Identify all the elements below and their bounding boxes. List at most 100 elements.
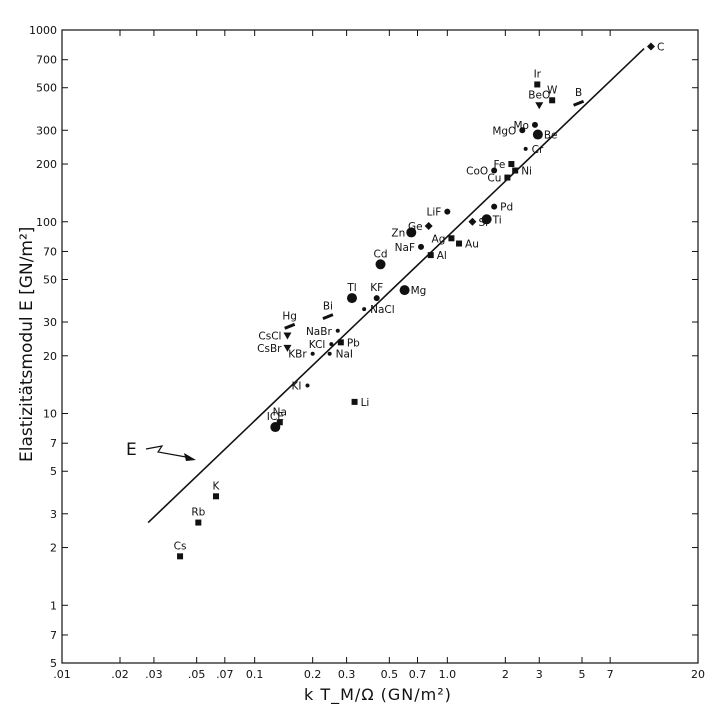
x-tick-label: 0.3 bbox=[338, 668, 356, 681]
y-tick-label: 100 bbox=[36, 216, 57, 229]
axis-ticks bbox=[61, 29, 699, 664]
label-nabr: NaBr bbox=[306, 326, 332, 338]
point-kf bbox=[373, 295, 380, 302]
x-tick-label: .02 bbox=[111, 668, 129, 681]
point-pb bbox=[337, 339, 344, 346]
label-naf: NaF bbox=[395, 242, 415, 254]
point-hg bbox=[284, 322, 296, 330]
point-nacl bbox=[362, 307, 367, 312]
label-pb: Pb bbox=[347, 337, 360, 349]
y-axis-tick-labels: 5 7 1 2 3 5 7 10 20 30 50 70 100 200 300 500 700 1000 bbox=[29, 24, 57, 670]
point-beo bbox=[535, 102, 544, 110]
label-fe: Fe bbox=[493, 159, 505, 171]
point-ag bbox=[448, 235, 455, 242]
point-li bbox=[351, 398, 358, 405]
label-cd: Cd bbox=[374, 248, 388, 260]
y-tick-label: 7 bbox=[50, 629, 57, 642]
label-mo: Mo bbox=[513, 120, 528, 132]
fit-line-E bbox=[147, 48, 645, 524]
x-tick-label: 0.1 bbox=[246, 668, 264, 681]
label-cu: Cu bbox=[487, 173, 501, 185]
point-cs bbox=[177, 553, 184, 560]
point-csbr bbox=[283, 344, 292, 352]
label-pd: Pd bbox=[500, 202, 513, 214]
y-tick-label: 20 bbox=[43, 350, 57, 363]
x-tick-label: 1.0 bbox=[439, 668, 457, 681]
point-k bbox=[213, 493, 220, 500]
point-b bbox=[573, 99, 585, 107]
label-au: Au bbox=[465, 239, 479, 251]
label-b: B bbox=[575, 87, 582, 99]
y-tick-label: 200 bbox=[36, 158, 57, 171]
data-points bbox=[177, 42, 655, 560]
x-tick-label: 0.7 bbox=[409, 668, 427, 681]
label-mg: Mg bbox=[411, 285, 427, 297]
point-ni bbox=[512, 167, 519, 174]
point-rb bbox=[195, 519, 202, 526]
x-tick-label: 0.2 bbox=[304, 668, 322, 681]
y-tick-label: 2 bbox=[50, 542, 57, 555]
point-tl bbox=[346, 293, 357, 304]
point-kbr bbox=[310, 351, 315, 356]
point-cr bbox=[523, 146, 528, 151]
x-tick-label: .01 bbox=[53, 668, 71, 681]
label-be: Be bbox=[544, 130, 558, 142]
point-ir bbox=[534, 81, 541, 88]
label-nacl: NaCl bbox=[370, 304, 395, 316]
label-w: W bbox=[547, 84, 558, 96]
y-tick-label: 70 bbox=[43, 245, 57, 258]
point-ge bbox=[424, 222, 433, 231]
point-cscl bbox=[283, 332, 292, 340]
point-au bbox=[456, 240, 463, 247]
x-tick-label: .07 bbox=[216, 668, 234, 681]
label-ge: Ge bbox=[408, 221, 423, 233]
x-tick-label: 3 bbox=[536, 668, 543, 681]
point-na bbox=[276, 419, 283, 426]
y-tick-label: 50 bbox=[43, 273, 57, 286]
point-w bbox=[549, 97, 556, 104]
y-tick-label: 700 bbox=[36, 54, 57, 67]
y-tick-label: 500 bbox=[36, 82, 57, 95]
point-cd bbox=[375, 259, 386, 270]
x-tick-label: .05 bbox=[188, 668, 206, 681]
x-tick-label: .03 bbox=[145, 668, 163, 681]
point-mgo bbox=[519, 127, 526, 134]
x-tick-label: 20 bbox=[691, 668, 705, 681]
label-hg: Hg bbox=[282, 310, 297, 322]
fit-line-label: E bbox=[126, 440, 137, 460]
x-axis-tick-labels: .01 .02 .03 .05 .07 0.1 0.2 0.3 0.5 0.7 1.0 2 3 5 7 20 bbox=[53, 668, 705, 681]
point-zn bbox=[406, 227, 417, 238]
label-bi: Bi bbox=[323, 301, 333, 313]
label-li: Li bbox=[361, 397, 370, 409]
label-nai: NaI bbox=[336, 349, 353, 361]
label-kcl: KCl bbox=[309, 339, 326, 351]
label-ag: Ag bbox=[432, 233, 446, 245]
x-tick-label: 5 bbox=[579, 668, 586, 681]
point-mo bbox=[531, 121, 538, 128]
y-axis-label: Elastizitätsmodul E [GN/m²] bbox=[17, 227, 37, 462]
label-coo: CoO bbox=[466, 166, 488, 178]
point-si bbox=[468, 217, 477, 226]
y-tick-label: 5 bbox=[50, 657, 57, 670]
y-tick-label: 5 bbox=[50, 465, 57, 478]
point-cu bbox=[504, 174, 511, 181]
label-kbr: KBr bbox=[288, 349, 307, 361]
plot-frame bbox=[61, 29, 699, 664]
label-cs: Cs bbox=[174, 540, 187, 552]
label-k: K bbox=[213, 480, 221, 492]
y-tick-label: 10 bbox=[43, 408, 57, 421]
x-tick-label: 2 bbox=[502, 668, 509, 681]
x-tick-label: 7 bbox=[607, 668, 614, 681]
label-cr: Cr bbox=[532, 144, 544, 156]
point-nabr bbox=[335, 328, 340, 333]
y-tick-label: 3 bbox=[50, 508, 57, 521]
label-csbr: CsBr bbox=[257, 343, 282, 355]
y-tick-label: 300 bbox=[36, 124, 57, 137]
label-kf: KF bbox=[370, 282, 383, 294]
label-tl: Tl bbox=[346, 282, 356, 294]
label-mgo: MgO bbox=[492, 125, 516, 137]
y-tick-label: 7 bbox=[50, 437, 57, 450]
point-c bbox=[646, 42, 655, 51]
label-lif: LiF bbox=[427, 207, 442, 219]
label-al: Al bbox=[437, 250, 447, 262]
